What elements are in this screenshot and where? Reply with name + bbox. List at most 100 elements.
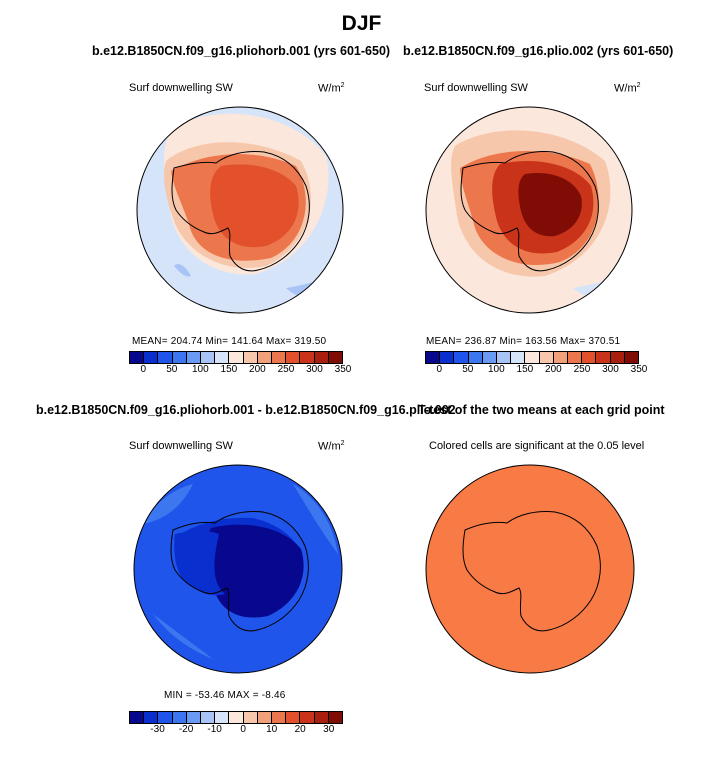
- antarctica-coastline: [170, 511, 309, 632]
- colorbar-tick-label: 10: [266, 724, 278, 735]
- field-band-high: [210, 164, 299, 248]
- colorbar-swatch: [624, 352, 639, 363]
- colorbar-swatch: [286, 352, 301, 363]
- colorbar-swatch: [511, 352, 526, 363]
- panel3-stats: MIN = -53.46 MAX = -8.46: [164, 690, 286, 701]
- panel3-title: b.e12.B1850CN.f09_g16.pliohorb.001 - b.e…: [36, 403, 456, 417]
- field-patch-dark: [173, 517, 301, 552]
- panel1-variable: Surf downwelling SW: [129, 82, 233, 94]
- colorbar-swatch: [468, 352, 483, 363]
- panel2-units: W/m2: [614, 82, 641, 95]
- colorbar-swatch: [158, 712, 173, 723]
- colorbar-swatches: [425, 351, 639, 364]
- field-coast-band: [174, 531, 225, 596]
- colorbar-ticks: -30 -20 -10 0 10 20 30: [129, 724, 343, 738]
- field-core: [206, 524, 304, 618]
- colorbar-tick-label: 0: [140, 364, 147, 375]
- colorbar-swatch: [257, 352, 273, 363]
- map-border: [136, 106, 344, 314]
- colorbar-tick-label: -20: [178, 724, 194, 735]
- colorbar-tick-label: 0: [436, 364, 443, 375]
- colorbar-swatch: [243, 352, 258, 363]
- field-patch-low2: [174, 264, 191, 277]
- panel4-subtitle: Colored cells are significant at the 0.0…: [429, 440, 645, 452]
- panel2-stats: MEAN= 236.87 Min= 163.56 Max= 370.51: [426, 336, 621, 347]
- colorbar-swatch: [130, 352, 145, 363]
- colorbar-tick-label: 20: [294, 724, 306, 735]
- colorbar-tick-label: 50: [462, 364, 474, 375]
- colorbar-tick-label: 0: [240, 724, 246, 735]
- colorbar-swatch: [610, 352, 625, 363]
- panel1-units: W/m2: [318, 82, 345, 95]
- colorbar-tick-label: 100: [487, 364, 505, 375]
- colorbar-tick-label: 150: [220, 364, 238, 375]
- panel4-title: T-test of the two means at each grid poi…: [418, 403, 665, 417]
- colorbar-swatch: [454, 352, 469, 363]
- colorbar-swatch: [497, 352, 512, 363]
- colorbar-ticks: 0 50 100 150 200 250 300 350: [425, 364, 647, 378]
- map-border: [425, 106, 633, 314]
- colorbar-swatch: [286, 712, 301, 723]
- colorbar-tick-label: 50: [166, 364, 178, 375]
- colorbar-swatch: [440, 352, 455, 363]
- colorbar-tick-label: 150: [516, 364, 534, 375]
- map-border: [133, 464, 343, 674]
- colorbar-swatch: [525, 352, 540, 363]
- colorbar-tick-label: 250: [277, 364, 295, 375]
- colorbar-swatch: [172, 352, 187, 363]
- colorbar-swatches: [129, 351, 343, 364]
- colorbar-swatch: [243, 712, 258, 723]
- colorbar-swatch: [553, 352, 569, 363]
- colorbar-swatch: [300, 352, 315, 363]
- panel2-title: b.e12.B1850CN.f09_g16.plio.002 (yrs 601-…: [403, 44, 674, 58]
- panel3-variable: Surf downwelling SW: [129, 440, 233, 452]
- colorbar-tick-label: 350: [334, 364, 352, 375]
- antarctica-coastline: [460, 151, 599, 272]
- colorbar-swatch: [186, 352, 202, 363]
- figure-title: DJF: [341, 12, 382, 35]
- antarctica-coastline: [462, 511, 601, 632]
- colorbar-tick-label: -30: [150, 724, 165, 735]
- colorbar-swatch: [272, 352, 287, 363]
- colorbar-swatch: [539, 352, 554, 363]
- significance-field: [425, 464, 635, 674]
- panel2-map: [425, 106, 633, 314]
- colorbar-swatch: [201, 712, 216, 723]
- colorbar-tick-label: 100: [191, 364, 209, 375]
- colorbar-swatch: [144, 712, 159, 723]
- colorbar-tick-label: 200: [249, 364, 266, 375]
- colorbar-swatch: [186, 712, 202, 723]
- colorbar-swatch: [130, 712, 145, 723]
- field-band-peak: [518, 172, 582, 237]
- colorbar-swatch: [229, 352, 244, 363]
- colorbar-swatch: [215, 352, 230, 363]
- colorbar-swatch: [215, 712, 230, 723]
- panel3-colorbar: -30 -20 -10 0 10 20 30: [129, 711, 343, 738]
- panel1-title: b.e12.B1850CN.f09_g16.pliohorb.001 (yrs …: [92, 44, 391, 58]
- colorbar-swatch: [482, 352, 498, 363]
- colorbar-swatch: [229, 712, 244, 723]
- panel4-map: [425, 464, 635, 674]
- colorbar-swatch: [257, 712, 273, 723]
- panel2-variable: Surf downwelling SW: [424, 82, 528, 94]
- panel1-stats: MEAN= 204.74 Min= 141.64 Max= 319.50: [132, 336, 327, 347]
- field-patch-light2: [293, 484, 338, 554]
- colorbar-tick-label: 300: [306, 364, 323, 375]
- colorbar-swatch: [300, 712, 315, 723]
- antarctica-coastline: [171, 151, 310, 272]
- colorbar-swatch: [314, 352, 329, 363]
- colorbar-swatch: [328, 712, 343, 723]
- colorbar-swatch: [568, 352, 583, 363]
- colorbar-tick-label: 30: [323, 724, 335, 735]
- colorbar-swatch: [158, 352, 173, 363]
- colorbar-swatch: [172, 712, 187, 723]
- colorbar-swatch: [328, 352, 343, 363]
- colorbar-swatch: [426, 352, 441, 363]
- field-patch-light: [143, 484, 193, 524]
- colorbar-ticks: 0 50 100 150 200 250 300 350: [129, 364, 351, 378]
- panel1-map: [136, 106, 344, 314]
- panel3-units: W/m2: [318, 440, 345, 453]
- colorbar-tick-label: 300: [602, 364, 619, 375]
- colorbar-swatch: [314, 712, 329, 723]
- colorbar-tick-label: 250: [573, 364, 591, 375]
